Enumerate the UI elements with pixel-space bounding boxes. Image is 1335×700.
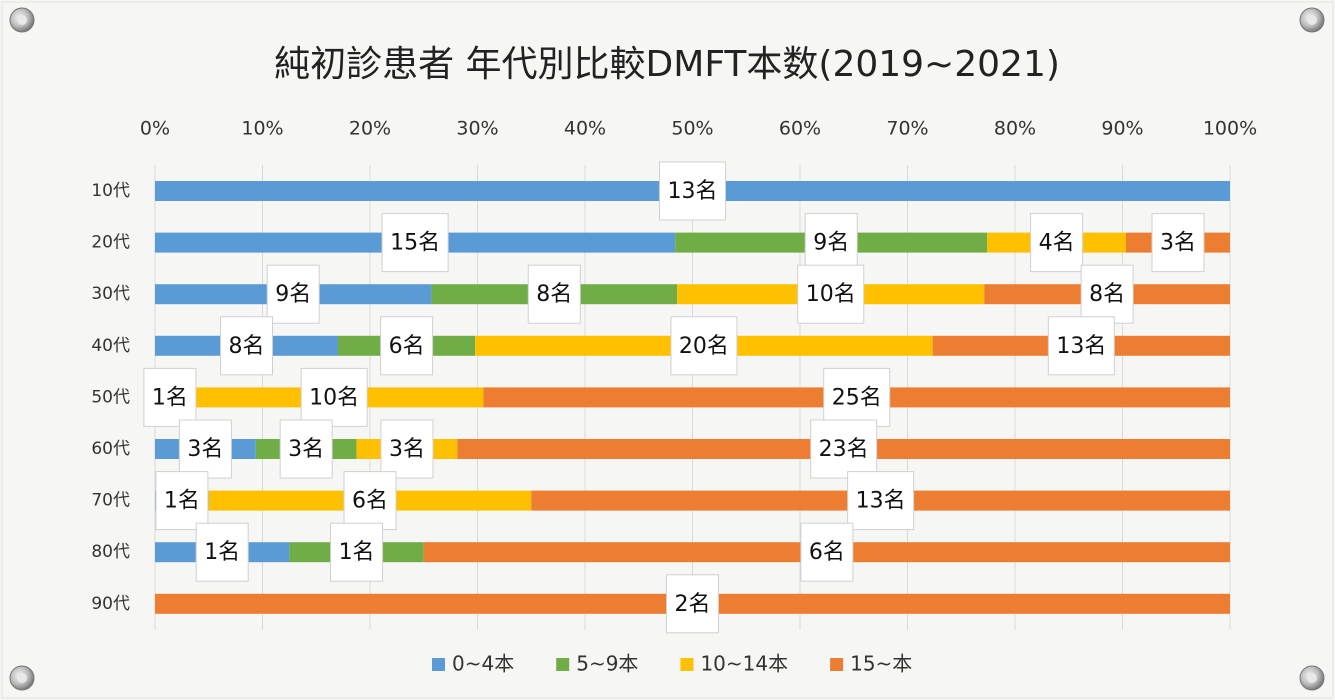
value-label: 9名 bbox=[275, 282, 311, 307]
y-tick-label: 80代 bbox=[91, 542, 130, 562]
value-label: 13名 bbox=[1056, 334, 1106, 359]
x-tick-label: 30% bbox=[456, 118, 498, 140]
value-label: 20名 bbox=[679, 334, 729, 359]
value-label: 3名 bbox=[187, 437, 223, 462]
value-label: 1名 bbox=[204, 540, 240, 565]
value-label: 23名 bbox=[819, 437, 869, 462]
x-tick-label: 70% bbox=[886, 118, 928, 140]
value-label: 6名 bbox=[809, 540, 845, 565]
label-box bbox=[1030, 213, 1084, 273]
legend-swatch bbox=[680, 658, 694, 671]
x-tick-label: 20% bbox=[349, 118, 391, 140]
value-label: 1名 bbox=[152, 385, 188, 410]
value-label: 1名 bbox=[339, 540, 375, 565]
label-box bbox=[381, 213, 449, 273]
chart-title: 純初診患者 年代別比較DMFT本数(2019~2021) bbox=[274, 44, 1060, 85]
x-tick-label: 90% bbox=[1101, 118, 1143, 140]
value-label: 8名 bbox=[536, 282, 572, 307]
legend-swatch bbox=[432, 658, 445, 671]
x-tick-label: 60% bbox=[779, 118, 821, 140]
label-box bbox=[797, 264, 865, 324]
label-box bbox=[330, 522, 384, 582]
label-box bbox=[143, 367, 197, 427]
value-label: 25名 bbox=[832, 385, 882, 410]
label-box bbox=[195, 522, 249, 582]
legend-label: 0~4本 bbox=[452, 652, 514, 676]
value-label: 6名 bbox=[352, 489, 388, 514]
y-tick-label: 70代 bbox=[91, 491, 130, 511]
value-label: 13名 bbox=[668, 179, 718, 204]
value-label: 8名 bbox=[228, 334, 264, 359]
label-box bbox=[219, 316, 273, 376]
x-tick-label: 100% bbox=[1203, 118, 1257, 140]
label-box bbox=[1080, 264, 1134, 324]
label-box bbox=[810, 419, 878, 479]
value-label: 4名 bbox=[1039, 231, 1075, 256]
value-label: 3名 bbox=[389, 437, 425, 462]
x-tick-label: 50% bbox=[671, 118, 713, 140]
value-label: 8名 bbox=[1089, 282, 1125, 307]
label-box bbox=[1047, 316, 1115, 376]
label-box bbox=[1151, 213, 1205, 273]
y-tick-label: 30代 bbox=[91, 284, 130, 304]
value-label: 1名 bbox=[164, 489, 200, 514]
x-tick-label: 80% bbox=[994, 118, 1036, 140]
label-box bbox=[666, 574, 719, 634]
value-label: 6名 bbox=[389, 334, 425, 359]
value-label: 3名 bbox=[1160, 231, 1196, 256]
label-box bbox=[823, 367, 891, 427]
label-box bbox=[659, 161, 726, 221]
label-box bbox=[670, 316, 738, 376]
label-box bbox=[279, 419, 333, 479]
x-tick-label: 40% bbox=[564, 118, 606, 140]
y-tick-label: 90代 bbox=[91, 594, 130, 614]
label-box bbox=[155, 471, 209, 531]
value-label: 9名 bbox=[813, 231, 849, 256]
label-box bbox=[380, 419, 434, 479]
value-label: 2名 bbox=[675, 592, 711, 617]
legend-swatch bbox=[556, 658, 570, 671]
screws bbox=[9, 7, 1325, 691]
label-box bbox=[266, 264, 320, 324]
value-label: 10名 bbox=[806, 282, 856, 307]
y-tick-label: 10代 bbox=[91, 181, 130, 201]
x-tick-label: 0% bbox=[140, 118, 170, 140]
value-label: 15名 bbox=[390, 231, 440, 256]
label-box bbox=[847, 471, 915, 531]
x-tick-label: 10% bbox=[241, 118, 283, 140]
value-label: 3名 bbox=[288, 437, 324, 462]
value-label: 10名 bbox=[309, 385, 359, 410]
value-label: 13名 bbox=[856, 489, 906, 514]
y-tick-label: 20代 bbox=[91, 233, 130, 253]
legend-label: 15~本 bbox=[850, 652, 912, 676]
legend-label: 5~9本 bbox=[576, 652, 638, 676]
y-tick-label: 50代 bbox=[91, 387, 130, 407]
legend-label: 10~14本 bbox=[700, 652, 788, 676]
label-box bbox=[527, 264, 581, 324]
y-tick-label: 40代 bbox=[91, 336, 130, 356]
label-box bbox=[800, 522, 854, 582]
label-box bbox=[380, 316, 434, 376]
label-box bbox=[300, 367, 368, 427]
y-tick-label: 60代 bbox=[91, 439, 130, 459]
legend-swatch bbox=[830, 658, 844, 671]
